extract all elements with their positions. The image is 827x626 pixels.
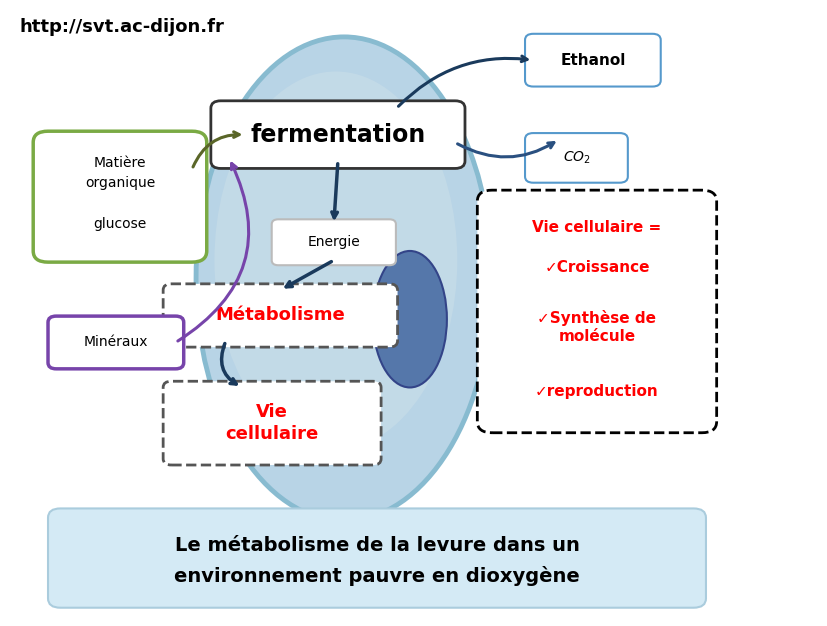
Text: Matière
organique

glucose: Matière organique glucose: [84, 156, 155, 232]
FancyBboxPatch shape: [163, 284, 397, 347]
Text: http://svt.ac-dijon.fr: http://svt.ac-dijon.fr: [19, 18, 224, 36]
Text: Ethanol: Ethanol: [560, 53, 625, 68]
Text: Minéraux: Minéraux: [84, 336, 148, 349]
Text: ✓reproduction: ✓reproduction: [534, 384, 658, 399]
Text: Energie: Energie: [307, 235, 360, 249]
Ellipse shape: [196, 37, 491, 521]
Ellipse shape: [214, 71, 457, 449]
Text: ✓Croissance: ✓Croissance: [543, 260, 649, 275]
Text: Vie cellulaire =: Vie cellulaire =: [532, 220, 661, 235]
FancyBboxPatch shape: [48, 508, 705, 608]
FancyBboxPatch shape: [163, 381, 380, 465]
FancyBboxPatch shape: [476, 190, 716, 433]
Text: $CO_2$: $CO_2$: [562, 150, 590, 166]
FancyBboxPatch shape: [271, 219, 395, 265]
Text: Vie
cellulaire: Vie cellulaire: [225, 403, 318, 443]
Text: Métabolisme: Métabolisme: [215, 307, 345, 324]
FancyBboxPatch shape: [211, 101, 465, 168]
Text: ✓Synthèse de
molécule: ✓Synthèse de molécule: [537, 310, 656, 344]
FancyBboxPatch shape: [524, 34, 660, 86]
Text: Le métabolisme de la levure dans un: Le métabolisme de la levure dans un: [174, 536, 579, 555]
Ellipse shape: [372, 251, 447, 387]
FancyBboxPatch shape: [33, 131, 207, 262]
FancyBboxPatch shape: [48, 316, 184, 369]
Text: environnement pauvre en dioxygène: environnement pauvre en dioxygène: [174, 566, 579, 586]
Text: fermentation: fermentation: [250, 123, 425, 146]
FancyBboxPatch shape: [524, 133, 627, 183]
